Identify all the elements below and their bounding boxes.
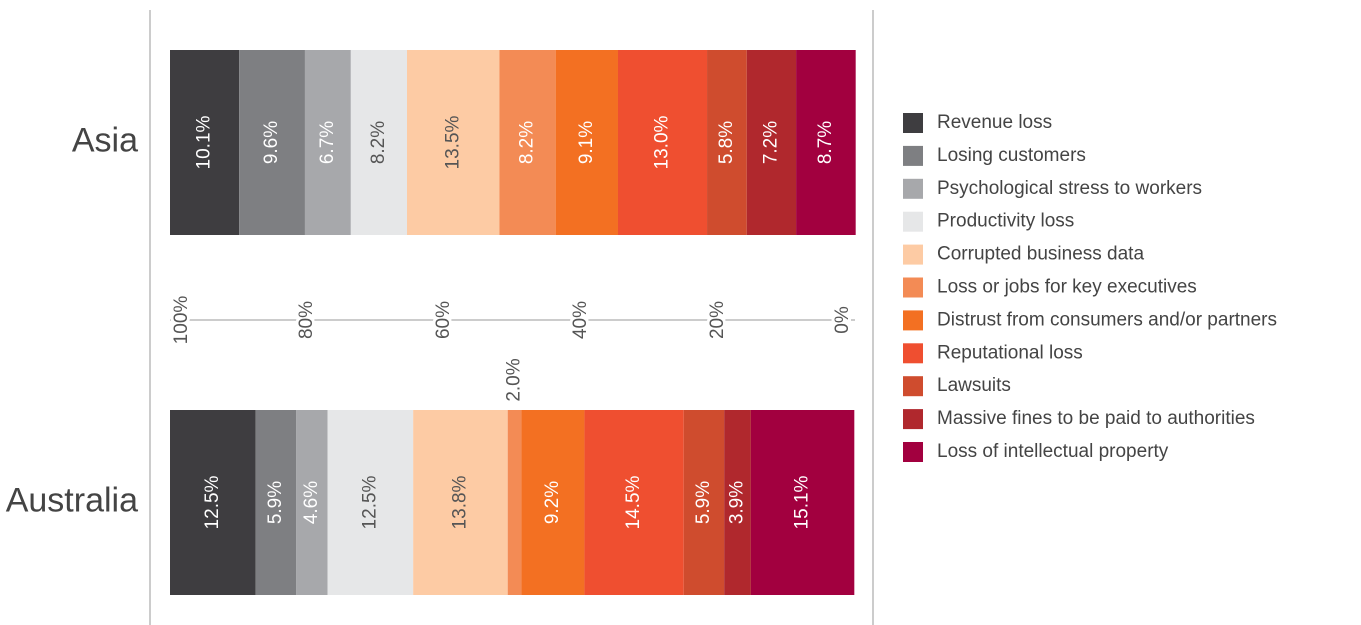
- legend-label: Reputational loss: [937, 342, 1083, 363]
- data-label: 5.9%: [693, 481, 714, 524]
- data-label: 6.7%: [317, 121, 338, 164]
- legend-label: Loss of intellectual property: [937, 441, 1169, 462]
- x-tick-label: 80%: [296, 301, 317, 339]
- bar-segment: [170, 410, 256, 595]
- legend-swatch: [903, 409, 923, 430]
- bar-segment: [617, 50, 708, 235]
- legend-swatch: [903, 178, 923, 199]
- data-label: 12.5%: [359, 475, 380, 529]
- legend-swatch: [903, 211, 923, 232]
- bar-segment: [746, 50, 797, 235]
- legend-swatch: [903, 277, 923, 298]
- legend-label: Massive fines to be paid to authorities: [937, 408, 1255, 429]
- bar-segment: [683, 410, 725, 595]
- category-label: Asia: [72, 121, 138, 159]
- bar-segment: [796, 50, 856, 235]
- bar-segment: [707, 50, 747, 235]
- x-tick-label: 60%: [433, 301, 454, 339]
- data-label: 14.5%: [623, 475, 644, 529]
- data-label: 8.2%: [517, 121, 538, 164]
- bar-segment: [724, 410, 751, 595]
- legend-swatch: [903, 442, 923, 462]
- legend-label: Distrust from consumers and/or partners: [937, 309, 1277, 330]
- x-tick-label: 100%: [171, 296, 192, 345]
- x-tick-label: 20%: [707, 301, 728, 339]
- legend-swatch: [903, 376, 923, 397]
- bar-segment: [555, 50, 618, 235]
- data-label: 5.9%: [265, 481, 286, 524]
- data-label: 13.5%: [442, 115, 463, 169]
- x-tick-label: 40%: [570, 301, 591, 339]
- legend-label: Productivity loss: [937, 211, 1074, 232]
- bar-segment: [521, 410, 585, 595]
- data-label: 9.6%: [261, 121, 282, 164]
- legend-swatch: [903, 145, 923, 166]
- bar-segment: [750, 410, 855, 595]
- bar-segment: [507, 410, 522, 595]
- bar-segment: [350, 50, 408, 235]
- data-label: 13.0%: [652, 115, 673, 169]
- data-label: 10.1%: [194, 115, 215, 169]
- legend-label: Corrupted business data: [937, 244, 1144, 265]
- data-label: 4.6%: [301, 481, 322, 524]
- bar-segment: [239, 50, 305, 235]
- data-label: 3.9%: [727, 481, 748, 524]
- legend-label: Losing customers: [937, 145, 1086, 166]
- data-label: 13.8%: [449, 475, 470, 529]
- legend-label: Revenue loss: [937, 112, 1052, 133]
- bar-segment: [170, 50, 240, 235]
- bar-segment: [304, 50, 351, 235]
- x-tick-label: 0%: [832, 306, 853, 334]
- data-label: 15.1%: [792, 475, 813, 529]
- bar-segment: [296, 410, 328, 595]
- legend-swatch: [903, 310, 923, 331]
- data-label: 2.0%: [504, 358, 525, 401]
- legend-label: Psychological stress to workers: [937, 178, 1202, 199]
- data-label: 9.1%: [576, 121, 597, 164]
- bar-segment: [327, 410, 414, 595]
- data-label: 8.7%: [815, 121, 836, 164]
- category-label: Australia: [6, 481, 138, 519]
- data-label: 9.2%: [542, 481, 563, 524]
- bar-segment: [255, 410, 297, 595]
- bar-segment: [584, 410, 684, 595]
- bar-segment: [499, 50, 556, 235]
- bar-segment: [413, 410, 508, 595]
- legend-swatch: [903, 343, 923, 364]
- legend-label: Lawsuits: [937, 375, 1011, 396]
- bar-segment: [407, 50, 500, 235]
- data-label: 7.2%: [760, 121, 781, 164]
- data-label: 12.5%: [202, 475, 223, 529]
- legend-label: Loss or jobs for key executives: [937, 277, 1197, 298]
- legend-swatch: [903, 244, 923, 265]
- data-label: 5.8%: [716, 121, 737, 164]
- legend-swatch: [903, 113, 923, 133]
- data-label: 8.2%: [368, 121, 389, 164]
